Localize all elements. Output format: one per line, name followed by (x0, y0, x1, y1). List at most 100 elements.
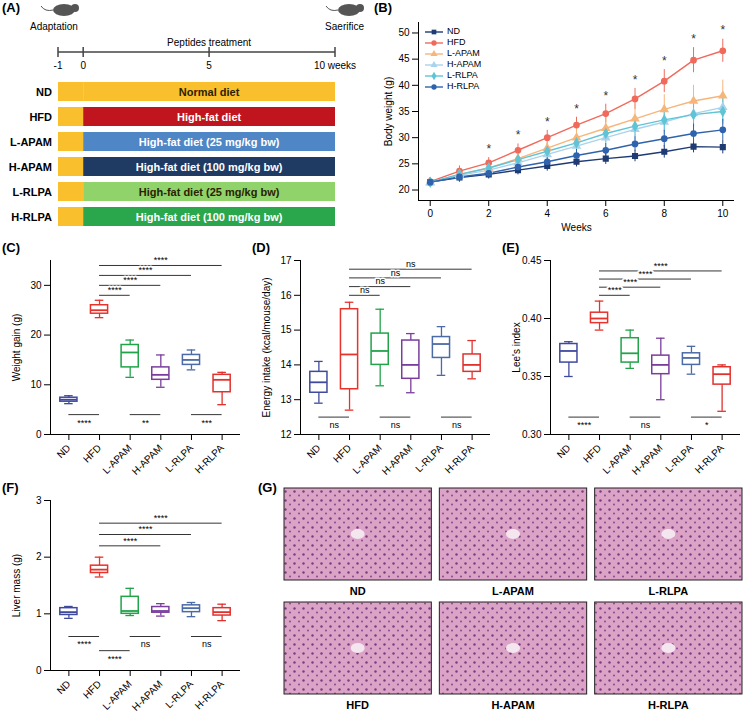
svg-text:0: 0 (36, 429, 42, 440)
svg-text:HFD: HFD (29, 111, 52, 123)
svg-text:ns: ns (391, 268, 401, 278)
svg-text:2: 2 (486, 208, 492, 219)
svg-text:35: 35 (398, 106, 410, 117)
svg-text:2: 2 (36, 551, 42, 562)
svg-text:L-RLPA: L-RLPA (649, 585, 689, 597)
svg-text:****: **** (154, 255, 169, 265)
svg-text:L-RLPA: L-RLPA (663, 442, 695, 474)
svg-text:ns: ns (360, 285, 370, 295)
svg-text:10: 10 (717, 208, 729, 219)
svg-text:HFD: HFD (581, 442, 603, 464)
svg-text:****: **** (123, 536, 138, 546)
svg-text:16: 16 (280, 290, 292, 301)
svg-text:ns: ns (406, 259, 416, 269)
svg-text:4: 4 (544, 208, 550, 219)
svg-text:****: **** (623, 277, 638, 287)
svg-text:ND: ND (305, 442, 323, 460)
svg-text:15: 15 (280, 324, 292, 335)
svg-text:****: **** (638, 269, 653, 279)
svg-text:ns: ns (141, 639, 151, 649)
svg-text:0.35: 0.35 (522, 371, 542, 382)
svg-text:*: * (545, 115, 550, 129)
svg-text:Normal diet: Normal diet (179, 86, 240, 98)
svg-text:High-fat diet (25 mg/kg bw): High-fat diet (25 mg/kg bw) (139, 136, 280, 148)
svg-text:*: * (720, 23, 725, 37)
svg-text:12: 12 (280, 429, 292, 440)
svg-text:****: **** (577, 420, 592, 430)
svg-text:Lee's index: Lee's index (511, 322, 522, 372)
svg-text:H-RLPA: H-RLPA (648, 699, 689, 711)
svg-text:****: **** (623, 277, 638, 287)
svg-text:****: **** (138, 265, 153, 275)
svg-text:H-RLPA: H-RLPA (11, 211, 52, 223)
svg-text:20: 20 (398, 184, 410, 195)
svg-text:17: 17 (280, 255, 292, 266)
svg-text:****: **** (654, 261, 669, 271)
svg-text:0: 0 (80, 60, 86, 71)
svg-text:L-RLPA: L-RLPA (413, 442, 445, 474)
svg-text:ND: ND (36, 86, 52, 98)
svg-text:L-APAM: L-APAM (350, 442, 384, 476)
svg-text:****: **** (108, 654, 123, 664)
svg-text:ns: ns (641, 420, 651, 430)
svg-text:L-RLPA: L-RLPA (163, 678, 195, 710)
svg-text:****: **** (123, 275, 138, 285)
svg-text:**: ** (142, 417, 150, 427)
svg-text:L-APAM: L-APAM (600, 442, 634, 476)
svg-text:Adaptation: Adaptation (30, 21, 78, 32)
svg-text:**: ** (142, 417, 150, 427)
svg-text:ns: ns (141, 639, 151, 649)
svg-text:****: **** (608, 285, 623, 295)
svg-text:****: **** (138, 524, 153, 534)
svg-text:HFD: HFD (81, 442, 103, 464)
svg-text:H-APAM: H-APAM (9, 161, 52, 173)
svg-text:*: * (603, 89, 608, 103)
svg-text:ns: ns (452, 420, 462, 430)
svg-text:40: 40 (398, 80, 410, 91)
svg-text:High-fat diet (100 mg/kg bw): High-fat diet (100 mg/kg bw) (136, 161, 283, 173)
svg-text:ns: ns (375, 276, 385, 286)
svg-text:0: 0 (36, 665, 42, 676)
svg-text:L-APAM: L-APAM (100, 678, 134, 712)
svg-text:*: * (705, 420, 709, 430)
svg-text:*: * (574, 102, 579, 116)
svg-text:****: **** (108, 285, 123, 295)
svg-text:ns: ns (391, 268, 401, 278)
svg-text:H-APAM: H-APAM (130, 442, 165, 476)
svg-text:ND: ND (350, 585, 366, 597)
svg-text:ND: ND (55, 442, 73, 460)
svg-text:3: 3 (36, 495, 42, 506)
svg-text:ns: ns (391, 420, 401, 430)
svg-text:L-RLPA: L-RLPA (12, 186, 52, 198)
svg-text:L-RLPA: L-RLPA (163, 442, 195, 474)
svg-text:ns: ns (391, 420, 401, 430)
svg-text:ns: ns (375, 276, 385, 286)
svg-text:High-fat diet (25 mg/kg bw): High-fat diet (25 mg/kg bw) (139, 186, 280, 198)
svg-text:*: * (662, 54, 667, 68)
svg-text:****: **** (138, 524, 153, 534)
svg-text:***: *** (202, 417, 213, 427)
svg-text:0: 0 (427, 208, 433, 219)
svg-text:10: 10 (30, 379, 42, 390)
svg-text:H-RLPA: H-RLPA (693, 442, 726, 475)
svg-text:*: * (705, 420, 709, 430)
svg-text:Peptides treatment: Peptides treatment (167, 37, 251, 48)
svg-text:ns: ns (329, 420, 339, 430)
svg-text:14: 14 (280, 359, 292, 370)
svg-text:ns: ns (202, 639, 212, 649)
svg-text:25: 25 (398, 158, 410, 169)
svg-text:0.40: 0.40 (522, 313, 542, 324)
svg-text:HFD: HFD (346, 699, 369, 711)
svg-text:10 weeks: 10 weeks (314, 60, 356, 71)
svg-text:H-APAM: H-APAM (491, 699, 534, 711)
svg-text:****: **** (608, 285, 623, 295)
svg-text:HFD: HFD (331, 442, 353, 464)
svg-text:Liver mass (g): Liver mass (g) (11, 554, 22, 617)
svg-text:H-APAM: H-APAM (630, 442, 665, 476)
svg-text:45: 45 (398, 53, 410, 64)
svg-text:****: **** (154, 255, 169, 265)
svg-text:****: **** (638, 269, 653, 279)
svg-text:****: **** (77, 417, 92, 427)
svg-text:8: 8 (661, 208, 667, 219)
svg-text:ns: ns (360, 285, 370, 295)
